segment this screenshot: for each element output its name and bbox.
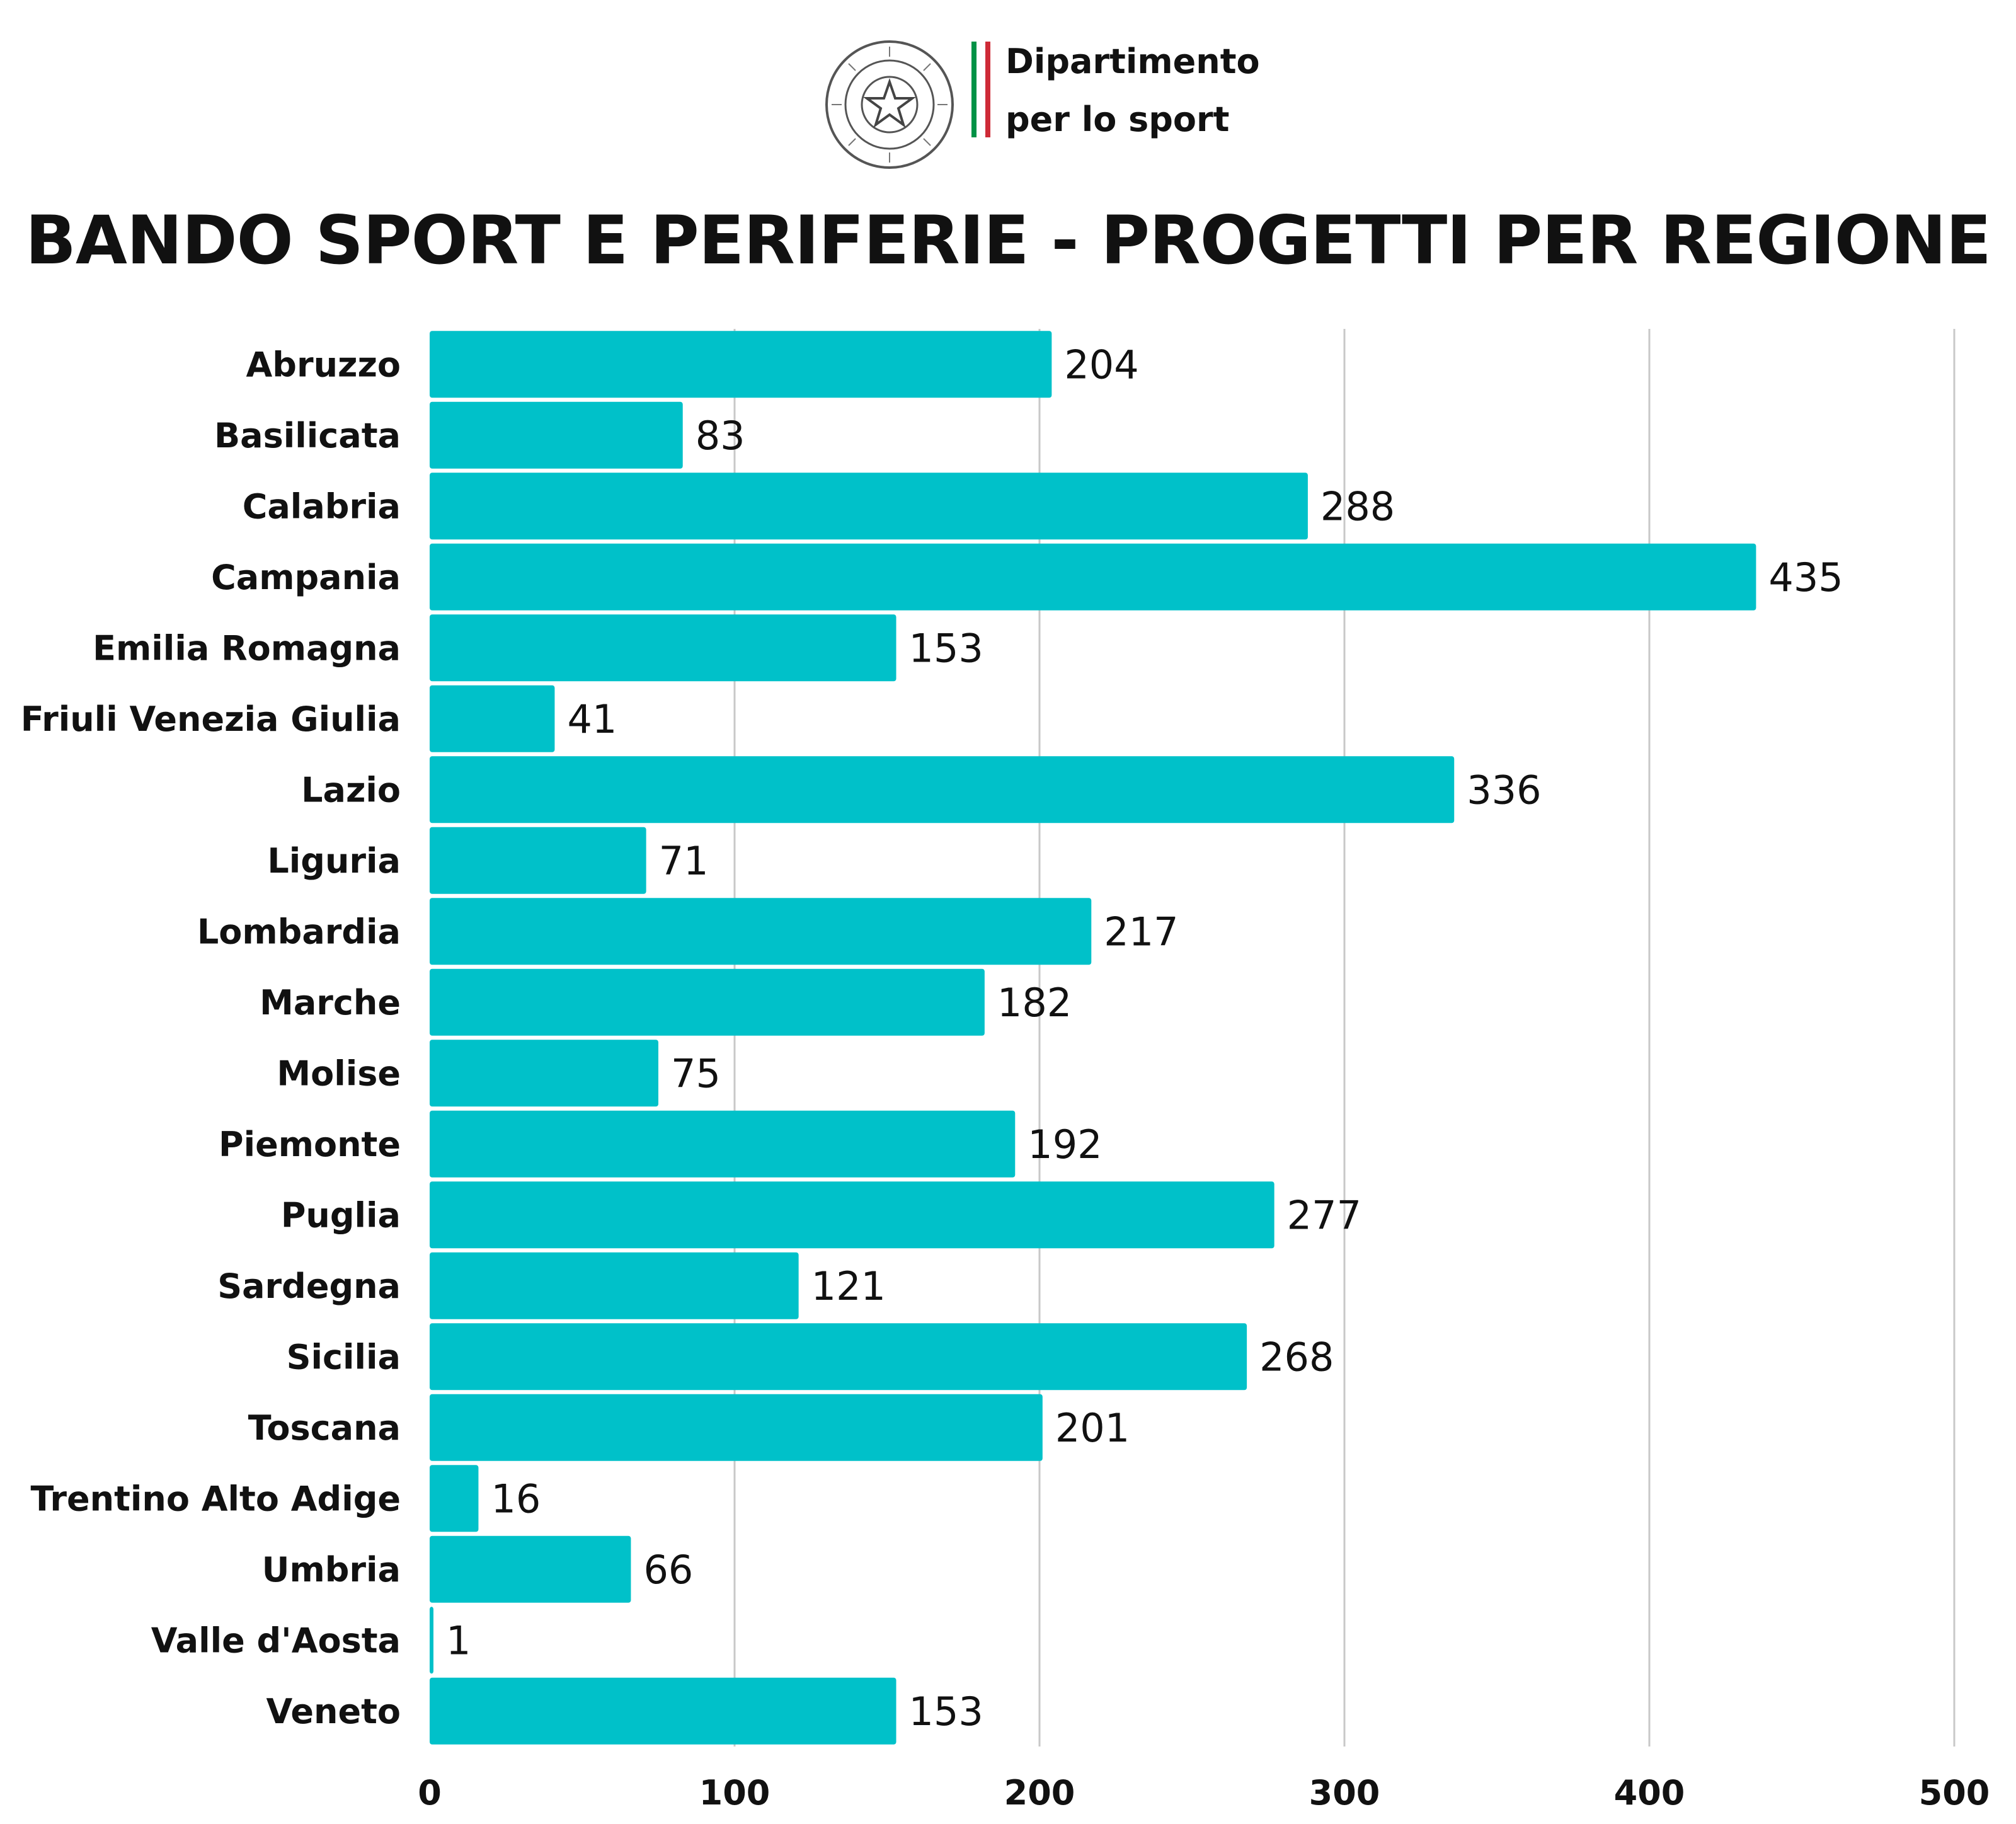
data-label: 16 <box>491 1476 541 1522</box>
data-label: 288 <box>1320 483 1395 529</box>
department-line-2: per lo sport <box>1005 100 1230 139</box>
category-label: Lombardia <box>197 912 401 951</box>
category-label: Piemonte <box>219 1125 401 1164</box>
data-label: 217 <box>1104 909 1178 955</box>
italian-flag-icon <box>971 42 990 137</box>
flag-stripe-white <box>978 42 983 137</box>
category-label: Lazio <box>301 770 401 810</box>
x-tick-label: 100 <box>699 1773 770 1813</box>
bar <box>430 543 1756 611</box>
data-label: 1 <box>446 1617 471 1663</box>
bar <box>430 685 555 752</box>
data-label: 204 <box>1064 341 1138 387</box>
government-seal-logo <box>825 40 954 169</box>
category-label: Sardegna <box>217 1266 401 1306</box>
data-label: 153 <box>909 1689 983 1735</box>
category-label: Trentino Alto Adige <box>30 1479 401 1518</box>
category-label: Molise <box>277 1053 401 1093</box>
bar <box>430 1181 1274 1249</box>
category-label: Calabria <box>243 486 401 526</box>
data-label: 66 <box>643 1547 693 1593</box>
category-label: Marche <box>260 983 401 1023</box>
data-label: 336 <box>1467 767 1541 813</box>
category-label: Veneto <box>266 1692 401 1731</box>
bar <box>430 1607 433 1674</box>
category-label: Toscana <box>248 1408 401 1448</box>
flag-stripe-green <box>971 42 976 137</box>
category-label: Sicilia <box>287 1337 401 1377</box>
bar <box>430 1252 799 1319</box>
bar <box>430 331 1052 398</box>
category-label: Umbria <box>262 1550 401 1590</box>
x-tick-label: 500 <box>1919 1773 1990 1813</box>
bar <box>430 473 1308 540</box>
category-label: Emilia Romagna <box>93 628 401 668</box>
bar <box>430 1535 631 1603</box>
bar <box>430 1677 896 1745</box>
department-name: Dipartimento per lo sport <box>1005 33 1383 149</box>
bar <box>430 401 683 469</box>
data-label: 75 <box>671 1050 721 1096</box>
category-label: Basilicata <box>214 416 401 456</box>
data-label: 268 <box>1259 1334 1334 1380</box>
x-tick-label: 0 <box>418 1773 442 1813</box>
data-label: 277 <box>1287 1192 1361 1238</box>
data-label: 435 <box>1768 554 1843 600</box>
bar <box>430 968 985 1036</box>
bar <box>430 1394 1043 1461</box>
category-label: Campania <box>211 558 401 597</box>
bar <box>430 1465 479 1532</box>
x-tick-label: 200 <box>1004 1773 1075 1813</box>
labels: 0 100 200 300 400 500 Abruzzo 204 Basilicata 83 Ca… <box>21 341 1990 1813</box>
x-tick-label: 400 <box>1614 1773 1685 1813</box>
data-label: 201 <box>1055 1405 1130 1451</box>
data-label: 153 <box>909 625 983 671</box>
category-label: Liguria <box>267 841 401 881</box>
grid-lines <box>733 329 1956 1747</box>
bar <box>430 898 1092 965</box>
data-label: 83 <box>696 413 745 459</box>
bar <box>430 1110 1016 1178</box>
data-label: 192 <box>1028 1121 1102 1167</box>
data-label: 121 <box>811 1263 886 1309</box>
bar <box>430 1323 1247 1391</box>
data-label: 41 <box>567 696 617 742</box>
department-line-1: Dipartimento <box>1005 42 1260 81</box>
bars <box>430 331 1756 1745</box>
category-label: Puglia <box>281 1195 401 1235</box>
flag-stripe-red <box>985 42 990 137</box>
header: Dipartimento per lo sport <box>0 0 2016 169</box>
x-tick-label: 300 <box>1309 1773 1380 1813</box>
data-label: 182 <box>997 980 1072 1026</box>
bar <box>430 1040 658 1107</box>
category-label: Valle d'Aosta <box>151 1620 401 1660</box>
bar <box>430 614 896 682</box>
data-label: 71 <box>659 838 709 884</box>
chart-title: BANDO SPORT E PERIFERIE - PROGETTI PER R… <box>25 202 1991 279</box>
category-label: Abruzzo <box>246 345 401 384</box>
category-label: Friuli Venezia Giulia <box>21 699 401 739</box>
bar <box>430 827 646 894</box>
bar <box>430 756 1455 823</box>
